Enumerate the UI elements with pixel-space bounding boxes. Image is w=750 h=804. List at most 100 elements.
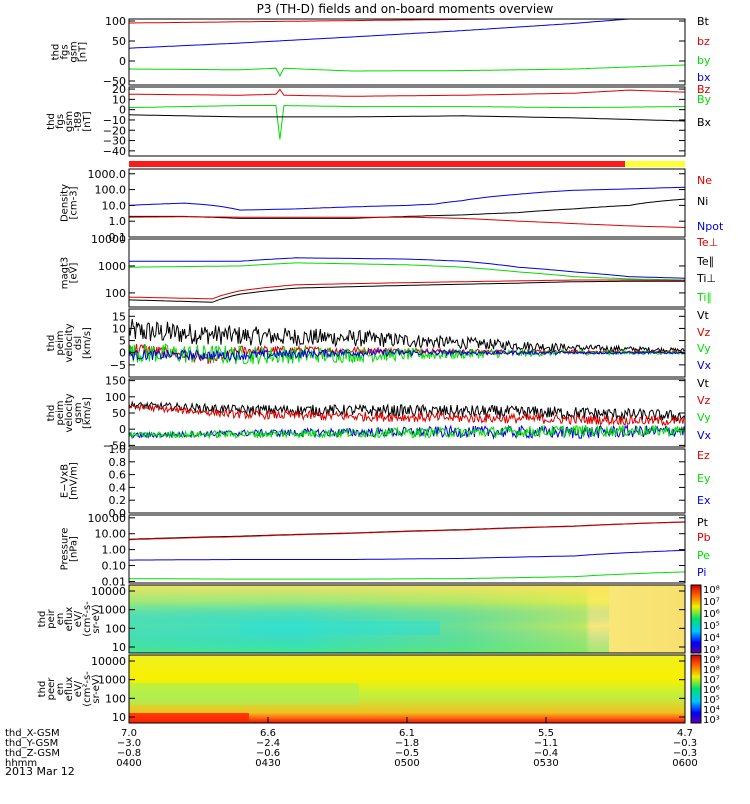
y-axis-label: eV/ bbox=[73, 610, 84, 627]
x-axis-row-label: thd_X-GSM bbox=[5, 728, 60, 739]
y-tick-label: 0.8 bbox=[109, 456, 127, 469]
legend-entry: Te⊥ bbox=[696, 236, 718, 249]
series-line-Bz bbox=[129, 88, 686, 97]
legend-entry: Vt bbox=[697, 309, 710, 322]
y-tick-label: 100 bbox=[105, 391, 126, 404]
y-tick-label: −50 bbox=[103, 75, 126, 88]
colorbar-tick-label: 10⁹ bbox=[703, 655, 720, 666]
y-tick-label: 0 bbox=[119, 104, 126, 117]
y-axis-label: thd bbox=[37, 611, 48, 628]
y-axis-label: magt3 bbox=[60, 257, 71, 290]
series-line-Te∥ bbox=[128, 280, 685, 303]
colorbar bbox=[690, 584, 702, 654]
x-axis-row-label: hhmm bbox=[5, 758, 37, 769]
panel-8: 100.00 10.00 1.00 0.10 0.01 Pressure[nPa] Pt Pb… bbox=[60, 512, 711, 589]
x-tick-label: −0.8 bbox=[117, 748, 141, 759]
y-tick-label: −30 bbox=[103, 135, 126, 148]
x-tick-label: 6.6 bbox=[260, 728, 276, 739]
legend-entry: Pe bbox=[697, 549, 710, 562]
colorbar-tick-label: 10⁷ bbox=[703, 675, 720, 686]
colorbar-tick-label: 10³ bbox=[703, 715, 720, 726]
y-tick-label: 1.0 bbox=[109, 215, 127, 228]
y-axis-label: [km/s] bbox=[82, 327, 93, 359]
y-axis-label: velocity bbox=[64, 393, 75, 432]
y-tick-label: −50 bbox=[103, 439, 126, 452]
x-tick-label: −3.0 bbox=[117, 738, 141, 749]
x-tick-label: 0600 bbox=[672, 758, 697, 769]
y-tick-label: 100 bbox=[105, 15, 126, 28]
y-tick-label: 1.00 bbox=[102, 544, 127, 557]
series-line-Vt bbox=[128, 318, 686, 354]
x-tick-label: 0530 bbox=[533, 758, 558, 769]
y-tick-label: 20 bbox=[112, 83, 126, 96]
series-line-Te⊥ bbox=[128, 279, 685, 300]
y-axis-label: peim bbox=[55, 330, 66, 355]
x-tick-label: −2.4 bbox=[256, 738, 280, 749]
y-axis-label: [nPa] bbox=[69, 536, 80, 562]
y-tick-label: 1000.0 bbox=[88, 168, 127, 181]
panel-frame bbox=[128, 584, 686, 654]
y-tick-label: 100 bbox=[105, 692, 126, 705]
y-axis-label: Pressure bbox=[60, 528, 71, 571]
legend-entry: Ey bbox=[697, 472, 711, 485]
y-tick-label: 0.0 bbox=[109, 507, 127, 520]
x-tick-label: 0400 bbox=[116, 758, 141, 769]
legend-entry: bz bbox=[697, 35, 710, 48]
colorbar-tick-label: 10⁵ bbox=[703, 695, 720, 706]
y-axis-label: peir bbox=[46, 608, 57, 628]
y-tick-label: −5 bbox=[110, 359, 126, 372]
series-line-Pt bbox=[128, 521, 686, 540]
y-tick-label: 1000 bbox=[98, 260, 126, 273]
panel-frame bbox=[128, 308, 686, 378]
y-axis-label: eV/ bbox=[73, 680, 84, 697]
y-axis-label: eflux bbox=[64, 607, 75, 632]
series-line-Pb bbox=[128, 521, 686, 541]
panel-9: 10⁸10⁷10⁶10⁵10⁴10³10000100010010thdpeire… bbox=[37, 584, 720, 656]
y-axis-label: en bbox=[55, 683, 66, 696]
colorbar-tick-label: 10⁵ bbox=[703, 621, 720, 632]
colorbar-tick-label: 10⁶ bbox=[703, 609, 720, 620]
y-axis-label: E−VxB bbox=[60, 464, 71, 498]
x-tick-label: 7.0 bbox=[121, 728, 137, 739]
y-tick-label: 10000 bbox=[91, 585, 126, 598]
y-axis-label: (cm²-s- bbox=[82, 671, 93, 707]
x-tick-label: 0430 bbox=[255, 758, 280, 769]
y-tick-label: 0.4 bbox=[109, 481, 127, 494]
legend-entry: Pb bbox=[697, 531, 711, 544]
y-tick-label: 1000 bbox=[98, 604, 126, 617]
y-tick-label: 0 bbox=[119, 423, 126, 436]
legend-entry: Ne bbox=[697, 174, 712, 187]
x-tick-label: −0.3 bbox=[673, 738, 697, 749]
y-tick-label: 10 bbox=[112, 641, 126, 654]
y-tick-label: −20 bbox=[103, 124, 126, 137]
legend-entry: bx bbox=[697, 71, 711, 84]
y-axis-label: gsm bbox=[64, 111, 75, 132]
y-axis-label: [nT] bbox=[78, 42, 89, 62]
y-tick-label: 0.10 bbox=[102, 560, 127, 573]
legend-entry: Bz bbox=[697, 83, 711, 96]
y-axis-label: thd bbox=[46, 113, 57, 130]
y-axis-label: peim bbox=[55, 400, 66, 425]
y-axis-label: -t89 bbox=[73, 111, 84, 131]
panel-frame bbox=[128, 238, 686, 308]
y-axis-label: thd bbox=[46, 405, 57, 422]
legend-entry: Ni bbox=[697, 195, 708, 208]
legend-entry: By bbox=[697, 93, 712, 106]
spectrogram-image bbox=[129, 585, 685, 653]
x-tick-label: −0.3 bbox=[673, 748, 697, 759]
x-tick-label: 0500 bbox=[394, 758, 419, 769]
x-tick-label: −0.4 bbox=[534, 748, 558, 759]
x-axis-row-label: thd_Z-GSM bbox=[5, 748, 60, 759]
y-axis-label: velocity bbox=[64, 323, 75, 362]
panel-frame bbox=[128, 448, 686, 514]
y-tick-label: 0.2 bbox=[109, 494, 127, 507]
y-tick-label: 5 bbox=[119, 335, 126, 348]
series-line-Npot bbox=[128, 186, 686, 211]
y-tick-label: 10 bbox=[112, 711, 126, 724]
ion-spectrogram-overlay bbox=[129, 585, 609, 653]
y-axis-label: thd bbox=[51, 44, 62, 61]
